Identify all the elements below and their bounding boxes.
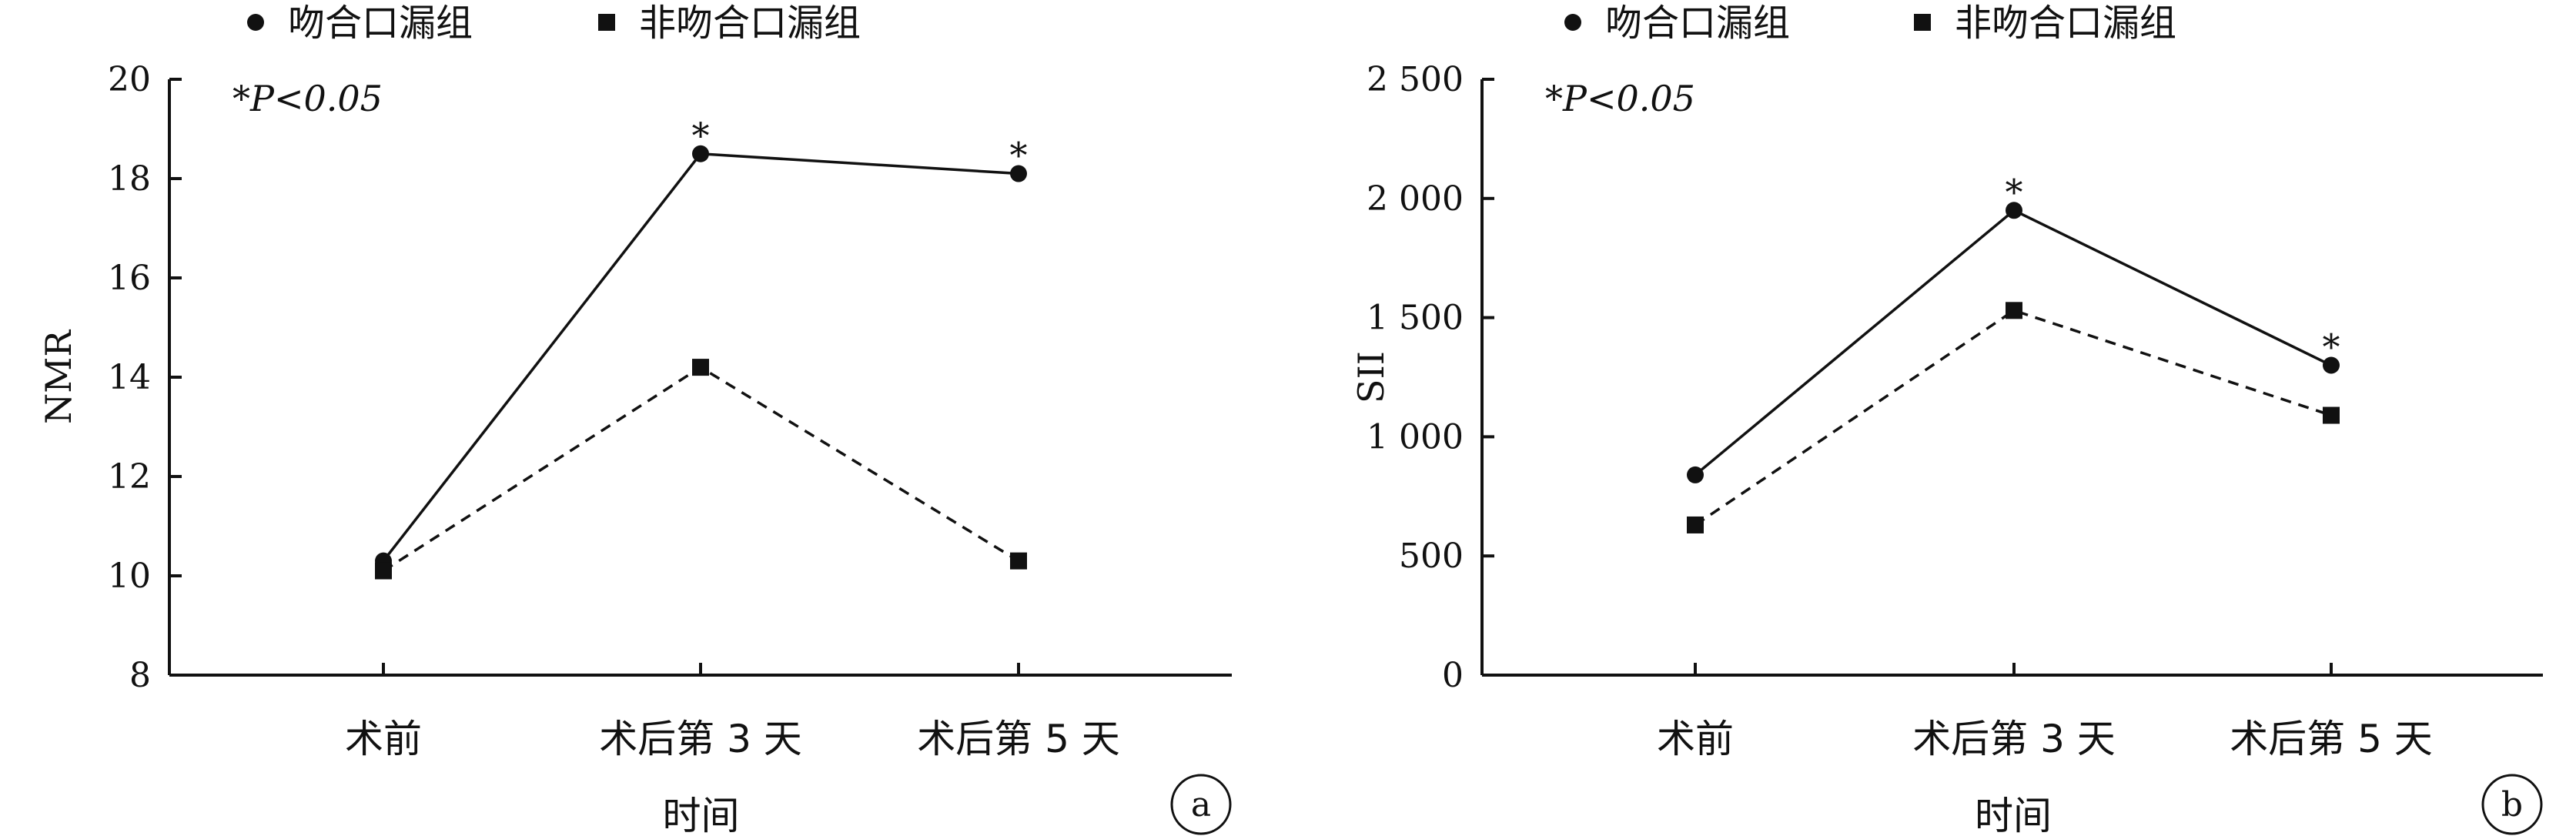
y-axis-title: SII bbox=[1350, 351, 1392, 403]
y-tick-label: 1 000 bbox=[1367, 417, 1464, 456]
y-tick-label: 500 bbox=[1399, 537, 1464, 576]
y-tick-label: 20 bbox=[108, 60, 151, 99]
series-non-leak bbox=[375, 359, 1027, 580]
panel-label: a bbox=[1191, 785, 1211, 824]
series-line-non-leak bbox=[383, 366, 1019, 573]
y-tick-label: 2 500 bbox=[1367, 60, 1464, 99]
legend-label-leak: 吻合口漏组 bbox=[1605, 2, 1790, 45]
series-line-leak bbox=[382, 152, 1019, 562]
data-point-circle bbox=[2323, 356, 2340, 374]
y-tick-label: 2 000 bbox=[1367, 179, 1464, 219]
x-tick-label: 术前 bbox=[345, 717, 422, 761]
significance-note: *P<0.05 bbox=[1545, 78, 1695, 119]
panel-label-circle bbox=[2481, 774, 2543, 835]
y-tick-label: 10 bbox=[108, 557, 151, 596]
x-tick-label: 术后第 5 天 bbox=[917, 717, 1120, 761]
data-point-circle bbox=[692, 145, 709, 162]
legend-square-marker bbox=[598, 14, 615, 31]
x-tick-label: 术后第 3 天 bbox=[1912, 717, 2116, 761]
x-tick-label: 术后第 3 天 bbox=[599, 717, 802, 761]
legend-circle-marker bbox=[1564, 14, 1581, 31]
panel-label: b bbox=[2501, 785, 2523, 824]
significance-asterisk: * bbox=[692, 115, 710, 156]
y-tick-label: 8 bbox=[129, 656, 151, 695]
data-point-circle bbox=[1010, 165, 1027, 182]
data-point-square bbox=[375, 562, 392, 580]
legend-square-marker bbox=[1914, 14, 1931, 31]
legend-a: 吻合口漏组 非吻合口漏组 bbox=[247, 2, 861, 45]
legend-b: 吻合口漏组 非吻合口漏组 bbox=[1564, 2, 2176, 45]
legend-label-non-leak: 非吻合口漏组 bbox=[639, 2, 861, 45]
data-point-square bbox=[1687, 516, 1704, 533]
data-point-circle bbox=[2006, 202, 2022, 219]
legend-label-leak: 吻合口漏组 bbox=[288, 2, 473, 45]
significance-asterisk: * bbox=[2006, 171, 2023, 212]
series-leak: ** bbox=[375, 115, 1028, 570]
legend-circle-marker bbox=[247, 14, 264, 31]
data-point-circle bbox=[1687, 466, 1704, 483]
x-tick-label: 术后第 5 天 bbox=[2230, 717, 2433, 761]
significance-note: *P<0.05 bbox=[233, 78, 383, 119]
legend-label-non-leak: 非吻合口漏组 bbox=[1955, 2, 2176, 45]
series-non-leak bbox=[1687, 302, 2340, 533]
y-tick-label: 1 500 bbox=[1367, 299, 1464, 338]
y-tick-label: 14 bbox=[108, 358, 151, 397]
legend: 吻合口漏组 非吻合口漏组 吻合口漏组 非吻合口漏组 bbox=[247, 2, 2176, 45]
data-point-square bbox=[1010, 552, 1027, 570]
series-line-non-leak bbox=[1694, 309, 2332, 527]
panel-label-circle bbox=[1170, 774, 1232, 835]
x-axis-title: 时间 bbox=[663, 794, 740, 836]
y-tick-label: 16 bbox=[108, 259, 151, 298]
y-tick-label: 12 bbox=[108, 457, 151, 497]
data-point-square bbox=[2323, 406, 2340, 424]
y-axis-title: NMR bbox=[38, 329, 79, 424]
significance-asterisk: * bbox=[2323, 326, 2340, 368]
series-leak: ** bbox=[1687, 171, 2340, 483]
panel-b: 0 500 1 000 1 500 2 000 2 500 术前 术后第 3 天 术后第 5 天… bbox=[1350, 60, 2543, 836]
data-point-square bbox=[692, 359, 709, 376]
y-tick-label: 18 bbox=[108, 159, 151, 199]
x-axis-title: 时间 bbox=[1975, 794, 2052, 836]
panel-a: 8 10 12 14 16 18 20 术前 术后第 3 天 术后第 5 天时间 NMR *P<0.0… bbox=[38, 60, 1232, 836]
x-tick-label: 术前 bbox=[1657, 717, 1734, 761]
significance-asterisk: * bbox=[1010, 135, 1028, 176]
y-tick-label: 0 bbox=[1442, 656, 1464, 695]
data-point-square bbox=[2006, 302, 2022, 319]
series-line-leak bbox=[1694, 209, 2332, 477]
